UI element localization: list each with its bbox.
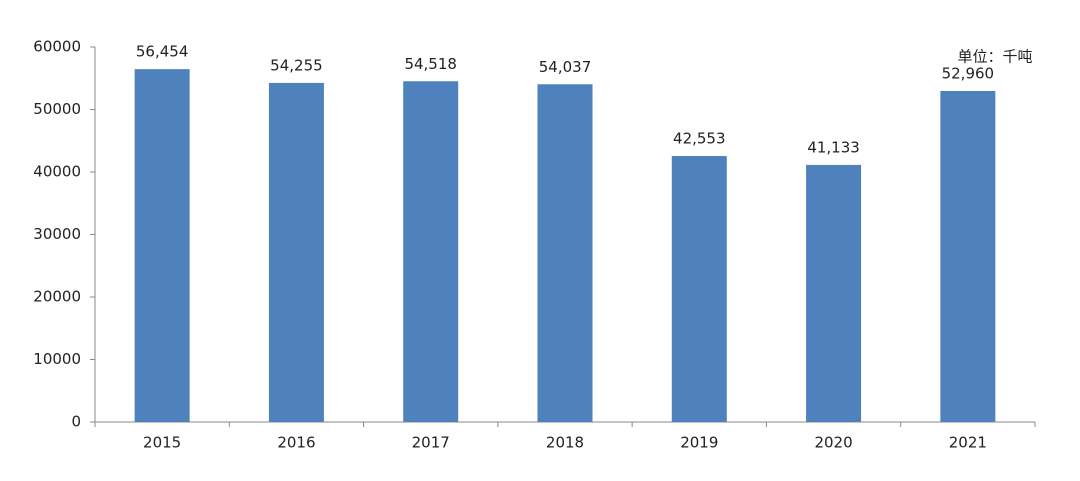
y-tick-label: 40000	[33, 163, 81, 181]
bar	[537, 84, 593, 423]
y-tick-label: 60000	[33, 38, 81, 56]
value-label: 52,960	[942, 65, 995, 83]
y-tick-label: 50000	[33, 100, 81, 118]
bar	[671, 156, 727, 422]
bar	[940, 91, 996, 422]
value-label: 54,518	[404, 55, 457, 73]
y-tick-label: 0	[71, 413, 81, 431]
value-label: 54,037	[539, 58, 592, 76]
unit-note: 单位：千吨	[957, 48, 1032, 66]
value-label: 54,255	[270, 56, 323, 74]
x-tick-label: 2015	[143, 434, 181, 452]
y-tick-label: 10000	[33, 350, 81, 368]
x-tick-label: 2021	[949, 434, 987, 452]
bar	[268, 82, 324, 422]
x-tick-label: 2020	[814, 434, 852, 452]
bar	[806, 164, 862, 422]
value-label: 41,133	[807, 138, 860, 156]
x-tick-label: 2017	[412, 434, 450, 452]
value-label: 42,553	[673, 130, 726, 148]
bar	[134, 69, 190, 422]
x-tick-label: 2016	[277, 434, 315, 452]
x-tick-label: 2018	[546, 434, 584, 452]
value-label: 56,454	[136, 43, 189, 61]
y-tick-label: 30000	[33, 225, 81, 243]
bar	[403, 81, 459, 422]
y-tick-label: 20000	[33, 288, 81, 306]
x-tick-label: 2019	[680, 434, 718, 452]
